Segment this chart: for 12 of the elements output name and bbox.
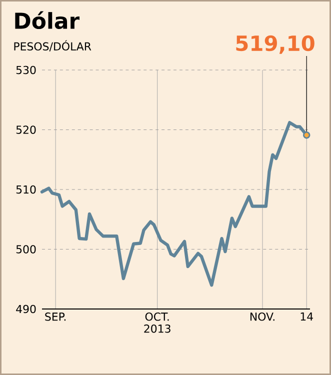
y-tick-label: 520 [16, 126, 36, 134]
y-tick-label: 530 [16, 66, 36, 74]
x-tick-label: SEP. [45, 312, 66, 321]
y-tick-label: 490 [16, 304, 36, 314]
chart-title: Dólar [15, 11, 80, 30]
y-tick-label: 510 [16, 185, 36, 194]
annotation: 519,10 [236, 35, 314, 54]
x-tick-label: 14 [300, 312, 313, 321]
chart-subtitle: PESOS/DÓLAR [14, 40, 92, 52]
x-tick-label: NOV. [250, 312, 274, 321]
y-tick-label: 500 [16, 245, 36, 254]
x-tick-label: OCT. 2013 [144, 312, 170, 333]
